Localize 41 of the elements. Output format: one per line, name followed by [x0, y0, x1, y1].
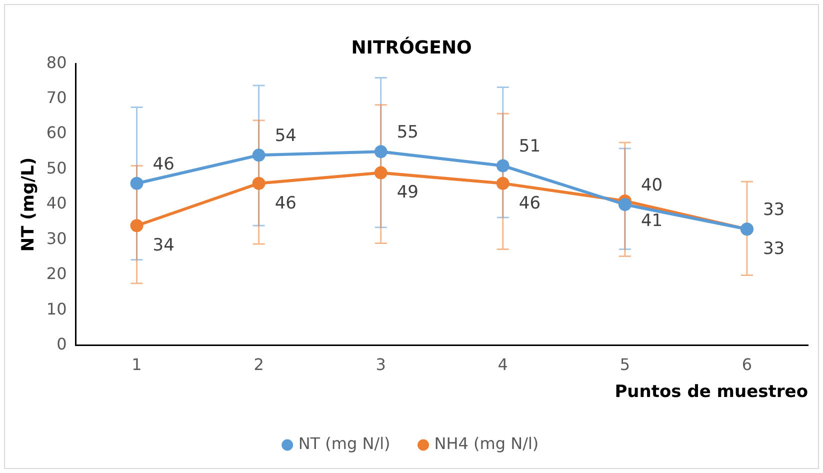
y-tick-label: 70 — [46, 88, 67, 107]
point — [496, 176, 510, 190]
point — [374, 166, 388, 180]
data-label: 34 — [152, 236, 174, 256]
point — [374, 145, 388, 158]
y-tick-label: 60 — [46, 123, 67, 142]
y-tick-label: 20 — [46, 264, 67, 284]
legend-label: NT (mg N/l) — [298, 434, 390, 454]
data-label: 46 — [274, 193, 296, 214]
y-tick-label: 50 — [46, 158, 67, 178]
point — [618, 198, 632, 211]
data-label: 40 — [640, 175, 663, 196]
y-tick-label: 40 — [46, 194, 67, 213]
data-label: 33 — [762, 239, 785, 260]
y-tick-label: 10 — [46, 299, 67, 318]
x-tick-label: 4 — [498, 355, 508, 374]
x-tick-label: 2 — [254, 355, 264, 374]
x-tick-label: 5 — [620, 355, 630, 374]
y-tick-label: 0 — [56, 334, 67, 354]
x-tick-label: 6 — [742, 355, 752, 374]
y-tick-label: 30 — [46, 228, 67, 248]
point — [130, 219, 144, 232]
y-tick-label: 80 — [46, 52, 67, 72]
data-label: 46 — [152, 154, 174, 174]
point — [252, 176, 266, 190]
x-tick-label: 1 — [132, 355, 142, 374]
x-axis-title: Puntos de muestreo — [614, 382, 808, 402]
data-label: 41 — [640, 210, 663, 231]
point — [252, 148, 266, 162]
data-label: 33 — [762, 200, 785, 220]
data-label: 51 — [518, 136, 541, 157]
data-label: 54 — [274, 126, 296, 146]
x-tick-label: 3 — [376, 355, 386, 374]
point — [130, 176, 144, 190]
y-axis-title: NT (mg/L) — [18, 157, 39, 252]
data-label: 49 — [396, 182, 418, 203]
chart-title: NITRÓGENO — [351, 36, 472, 58]
data-label: 55 — [396, 122, 418, 143]
data-label: 46 — [518, 193, 541, 214]
legend-label: NH4 (mg N/l) — [434, 434, 539, 454]
point — [496, 159, 510, 172]
